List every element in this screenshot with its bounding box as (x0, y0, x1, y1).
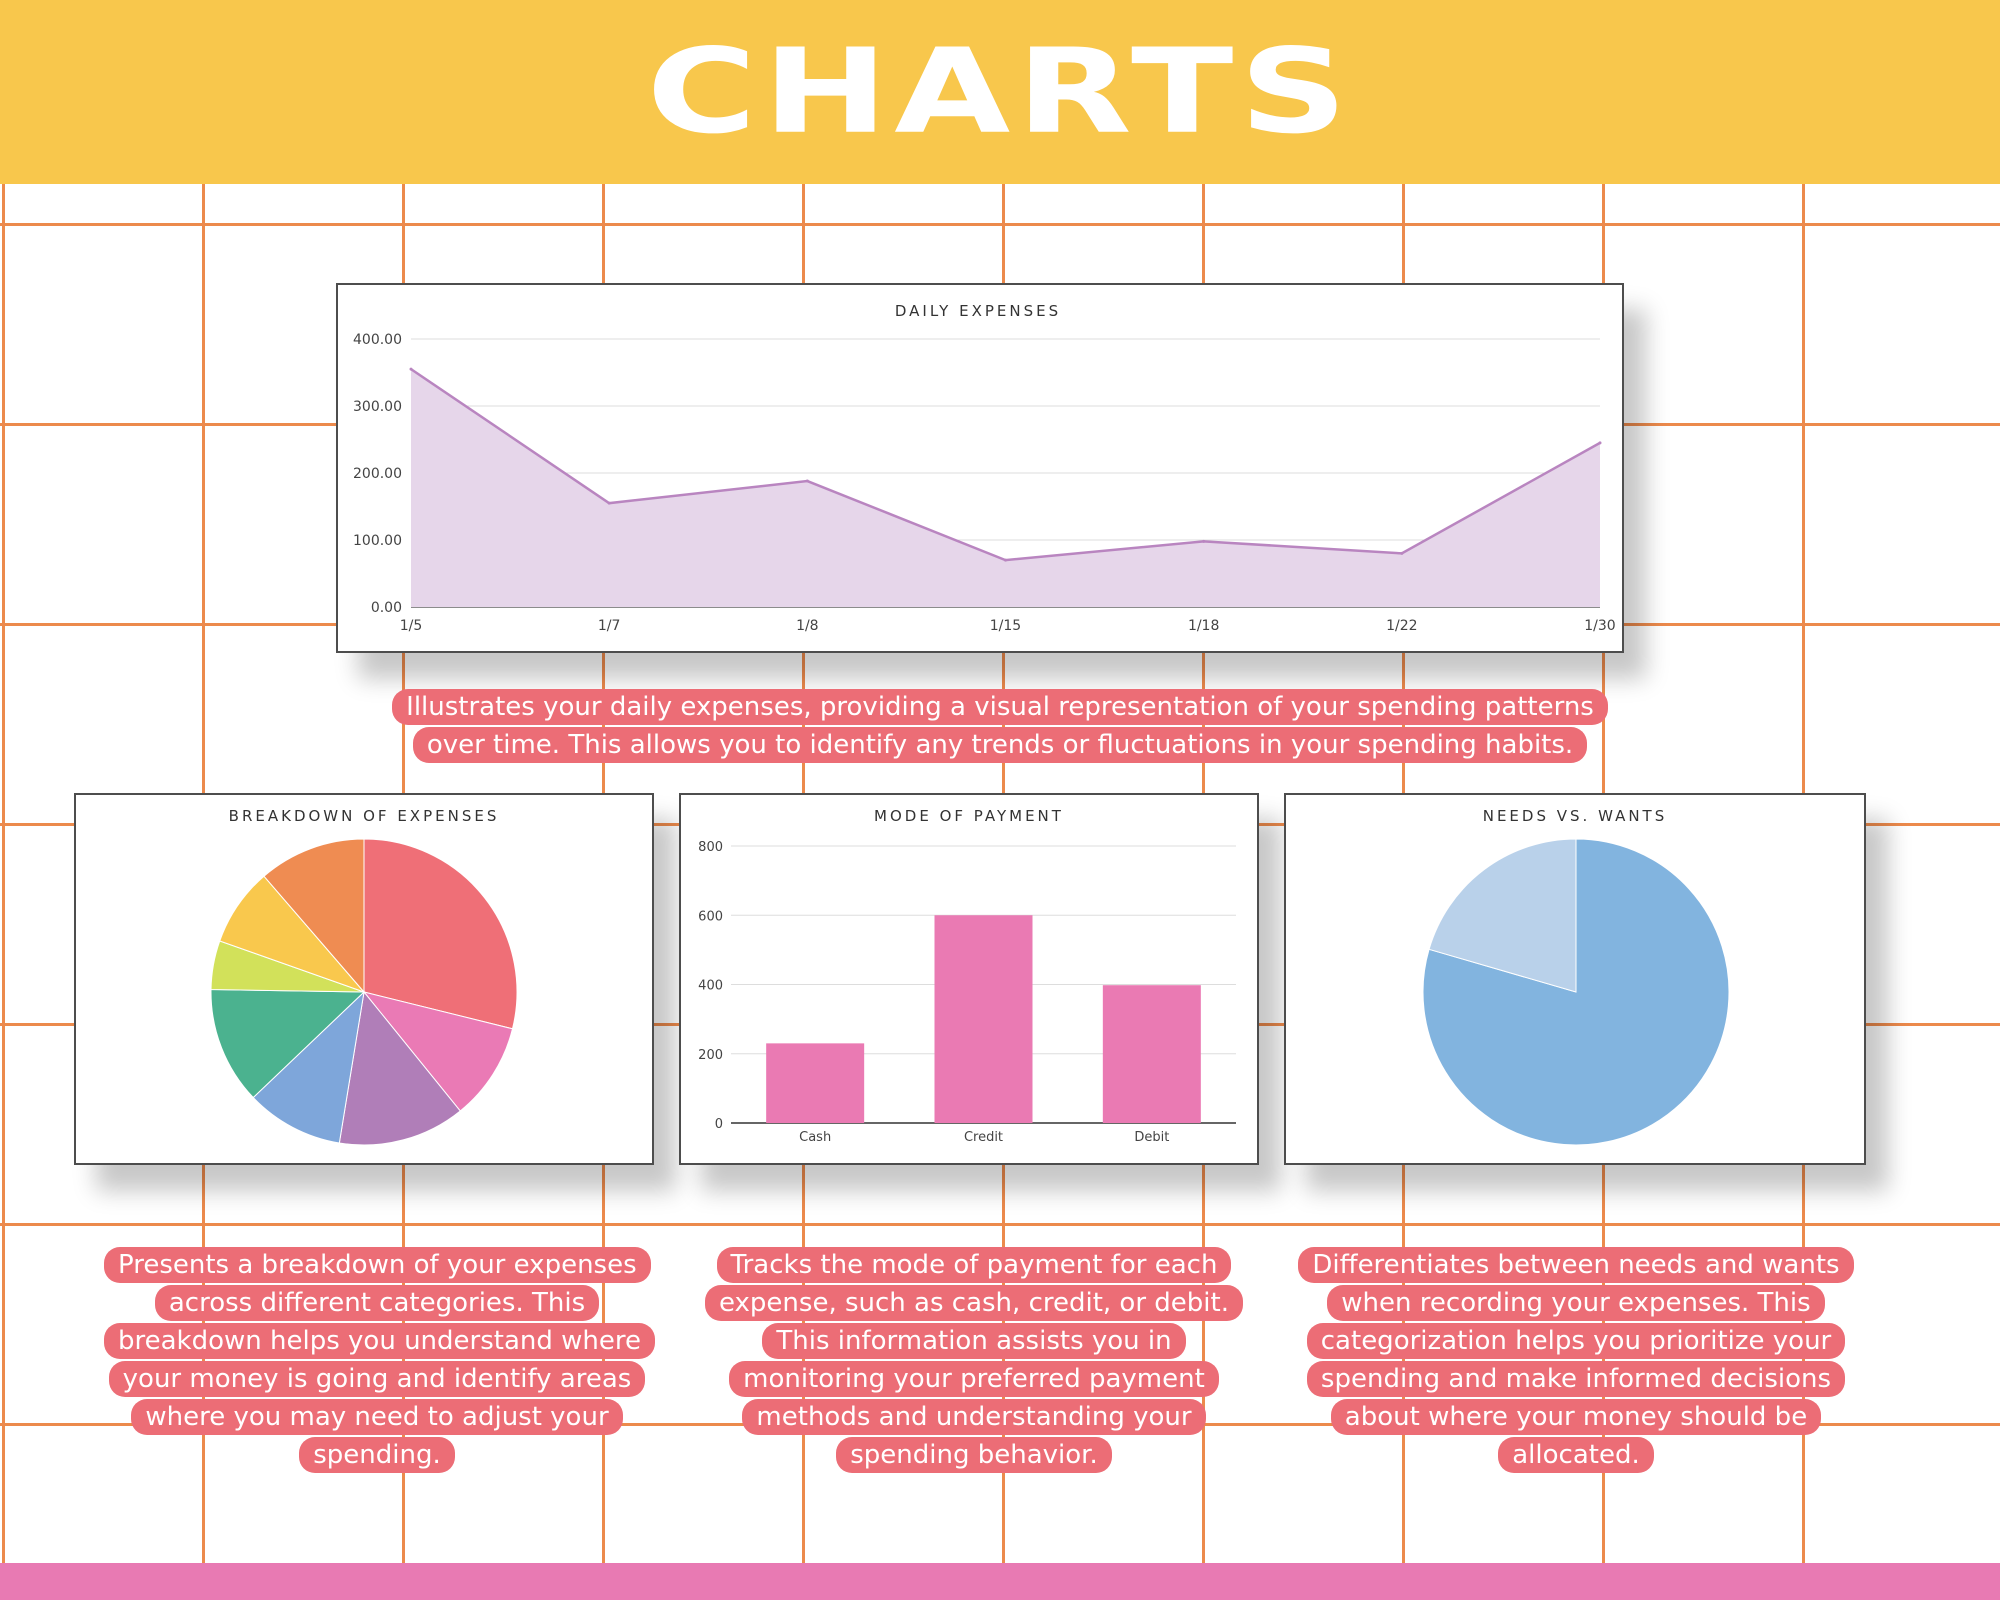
needs-card: NEEDS VS. WANTS (1284, 793, 1866, 1165)
bar (1102, 985, 1201, 1123)
bar (766, 1043, 865, 1123)
y-tick-label: 0.00 (371, 600, 402, 616)
bar (934, 915, 1033, 1123)
y-tick-label: 100.00 (353, 533, 402, 549)
x-tick-label: 1/7 (598, 618, 621, 634)
y-tick-label: 300.00 (353, 399, 402, 415)
pie-slice (363, 838, 518, 1030)
y-tick-label: 200.00 (353, 466, 402, 482)
chart-title-needs: NEEDS VS. WANTS (1483, 807, 1668, 825)
footer-band (0, 1563, 2000, 1600)
breakdown-card: BREAKDOWN OF EXPENSES (74, 793, 654, 1165)
data-point (1598, 441, 1602, 445)
page-title: CHARTS (646, 24, 1354, 160)
payment-card: MODE OF PAYMENT 0 200 400 600 800 Cash Credit… (679, 793, 1259, 1165)
y-tick-label: 800 (698, 840, 723, 855)
needs-chart: NEEDS VS. WANTS (1422, 807, 1730, 1146)
data-point (1202, 539, 1206, 543)
caption-daily-text: Illustrates your daily expenses, providi… (392, 689, 1608, 763)
data-point (1400, 551, 1404, 555)
x-tick-label: 1/30 (1584, 618, 1615, 634)
data-point (607, 501, 611, 505)
x-tick-label: 1/5 (400, 618, 423, 634)
pie-slice (210, 989, 366, 1099)
x-tick-label: 1/18 (1188, 618, 1219, 634)
data-point (409, 367, 413, 371)
caption-payment-text: Tracks the mode of payment for each expe… (705, 1247, 1243, 1473)
x-tick-label: Credit (964, 1130, 1003, 1145)
caption-daily-expenses: Illustrates your daily expenses, providi… (380, 688, 1620, 764)
data-point (1004, 558, 1007, 562)
y-tick-label: 0 (715, 1117, 723, 1132)
caption-breakdown: Presents a breakdown of your expenses ac… (104, 1246, 655, 1474)
caption-needs: Differentiates between needs and wants w… (1298, 1246, 1854, 1474)
x-tick-label: 1/22 (1386, 618, 1417, 634)
x-tick-label: 1/15 (990, 618, 1021, 634)
pie-slice (252, 990, 365, 1144)
caption-payment: Tracks the mode of payment for each expe… (702, 1246, 1246, 1474)
pie-slice (1428, 838, 1577, 993)
data-point (805, 479, 809, 483)
chart-title-daily: DAILY EXPENSES (895, 302, 1061, 320)
daily-expenses-chart: DAILY EXPENSES 0.00 100.00 200.00 300.00 400… (353, 302, 1616, 634)
area-fill (411, 369, 1600, 607)
caption-needs-text: Differentiates between needs and wants w… (1298, 1247, 1854, 1473)
pie-slice (263, 838, 365, 994)
y-tick-label: 200 (698, 1048, 723, 1063)
y-tick-label: 400 (698, 979, 723, 994)
chart-title-breakdown: BREAKDOWN OF EXPENSES (229, 807, 500, 825)
payment-chart: MODE OF PAYMENT 0 200 400 600 800 Cash Credit… (698, 807, 1236, 1145)
chart-title-payment: MODE OF PAYMENT (874, 807, 1064, 825)
breakdown-chart: BREAKDOWN OF EXPENSES (210, 807, 518, 1146)
pie-slice (362, 991, 514, 1112)
daily-expenses-card: DAILY EXPENSES 0.00 100.00 200.00 300.00 400… (336, 283, 1624, 653)
caption-breakdown-text: Presents a breakdown of your expenses ac… (104, 1247, 655, 1473)
y-tick-label: 400.00 (353, 332, 402, 348)
x-tick-label: 1/8 (796, 618, 819, 634)
x-tick-label: Debit (1134, 1130, 1169, 1145)
pie-slice (338, 990, 461, 1146)
x-tick-label: Cash (799, 1130, 831, 1145)
y-tick-label: 600 (698, 909, 723, 924)
header-band: CHARTS (0, 0, 2000, 184)
